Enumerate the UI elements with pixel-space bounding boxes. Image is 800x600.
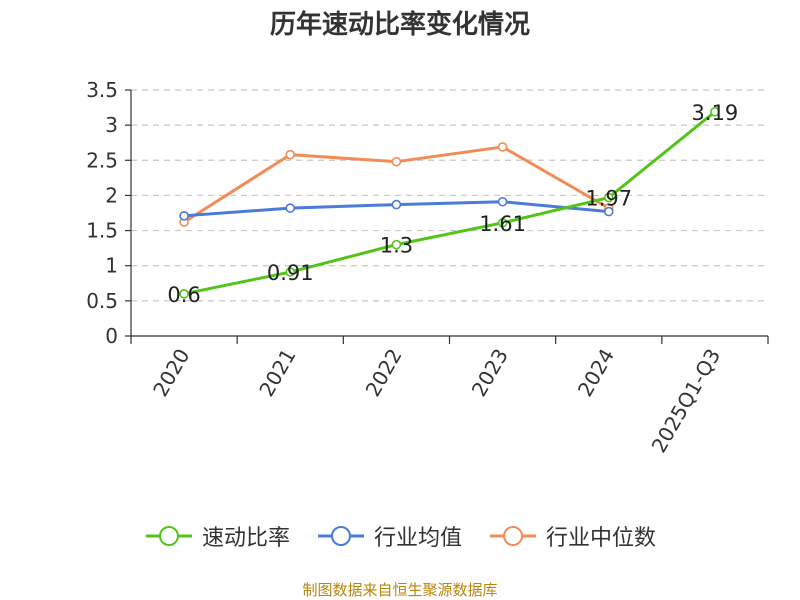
x-tick-label: 2023 bbox=[467, 345, 513, 401]
data-point bbox=[179, 211, 189, 221]
x-tick-label: 2022 bbox=[361, 345, 407, 401]
x-tick-label: 2020 bbox=[148, 345, 194, 401]
legend-symbol bbox=[490, 526, 536, 546]
data-point bbox=[603, 192, 614, 203]
data-point bbox=[497, 218, 508, 228]
legend-label: 速动比率 bbox=[201, 526, 290, 551]
legend-symbol bbox=[145, 526, 192, 546]
grid-lines bbox=[131, 89, 768, 302]
axes: 0 0.5 1 1.5 2 2.5 3 3.5 2020 2021 2022 2023 2024 2025… bbox=[86, 78, 769, 457]
data-label: 0.91 bbox=[267, 261, 314, 285]
data-point bbox=[603, 206, 614, 217]
data-labels: 0.6 0.91 1.3 1.61 1.97 3.19 bbox=[167, 101, 738, 307]
data-label: 3.19 bbox=[692, 101, 739, 125]
legend-item[interactable]: 速动比率 bbox=[144, 520, 290, 552]
data-point bbox=[391, 156, 402, 167]
x-tick-label: 2021 bbox=[254, 345, 300, 401]
x-tick-label: 2024 bbox=[573, 345, 619, 401]
data-label: 1.3 bbox=[380, 234, 413, 258]
y-tick-label: 2.5 bbox=[86, 148, 118, 172]
series-lines bbox=[179, 106, 720, 299]
legend-marker bbox=[158, 526, 179, 546]
y-tick-label: 3.5 bbox=[86, 78, 118, 102]
series-line bbox=[183, 110, 716, 296]
chart-title: 历年速动比率变化情况 bbox=[269, 10, 530, 40]
data-point bbox=[391, 239, 402, 250]
y-tick-label: 0 bbox=[105, 324, 118, 348]
legend-item[interactable]: 行业中位数 bbox=[488, 520, 656, 552]
x-tick-label: 2025Q1-Q3 bbox=[647, 345, 726, 457]
y-tick-label: 0.5 bbox=[86, 289, 118, 313]
data-label: 1.61 bbox=[479, 212, 526, 236]
legend-marker bbox=[503, 526, 523, 546]
data-point bbox=[391, 199, 402, 210]
data-point bbox=[285, 267, 296, 277]
legend-item[interactable]: 行业均值 bbox=[316, 520, 462, 552]
legend-label: 行业中位数 bbox=[546, 526, 657, 551]
data-point bbox=[497, 142, 508, 152]
legend-marker bbox=[330, 526, 351, 546]
legend-symbol bbox=[317, 526, 364, 546]
data-point bbox=[285, 203, 296, 213]
legend: 速动比率 行业均值 行业中位数 bbox=[0, 520, 800, 552]
data-point bbox=[285, 149, 296, 160]
legend-label: 行业均值 bbox=[373, 526, 462, 551]
y-tick-label: 2 bbox=[105, 183, 118, 207]
data-label: 0.6 bbox=[167, 283, 200, 307]
data-point bbox=[710, 106, 720, 117]
y-tick-label: 1.5 bbox=[86, 219, 118, 243]
source-note: 制图数据来自恒生聚源数据库 bbox=[302, 581, 498, 599]
data-label: 1.97 bbox=[585, 187, 632, 211]
y-tick-label: 3 bbox=[105, 113, 118, 137]
data-point bbox=[497, 196, 508, 207]
y-tick-label: 1 bbox=[105, 254, 118, 278]
line-chart: 0 0.5 1 1.5 2 2.5 3 3.5 2020 2021 2022 2023 2024 2025… bbox=[86, 78, 769, 457]
data-point bbox=[179, 289, 189, 299]
